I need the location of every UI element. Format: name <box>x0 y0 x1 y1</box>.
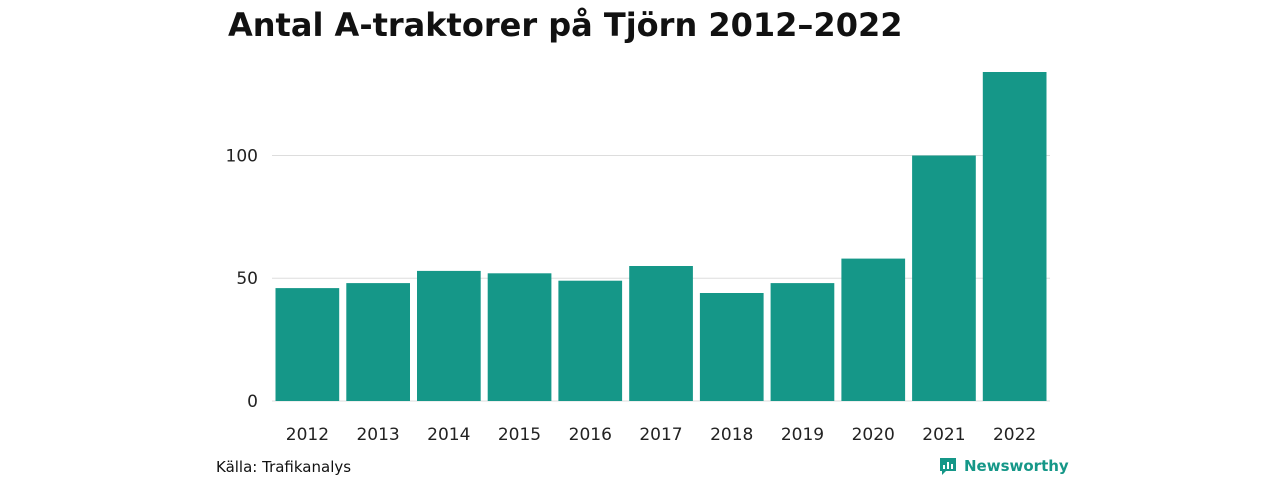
x-tick-label: 2019 <box>781 425 824 445</box>
source-note: Källa: Trafikanalys <box>216 458 352 476</box>
x-tick-label: 2014 <box>427 425 470 445</box>
x-tick-label: 2022 <box>993 425 1036 445</box>
bar-2020 <box>841 258 906 401</box>
bar-2014 <box>417 270 481 401</box>
x-tick-label: 2016 <box>569 425 612 445</box>
bar-2012 <box>275 288 340 401</box>
x-tick-label: 2021 <box>922 425 965 445</box>
y-tick-label: 50 <box>236 269 258 289</box>
x-tick-label: 2020 <box>852 425 895 445</box>
bar-2019 <box>770 283 835 401</box>
brand-name: Newsworthy <box>964 457 1069 475</box>
bars <box>275 72 1047 401</box>
bar-2021 <box>912 155 976 401</box>
x-tick-label: 2015 <box>498 425 541 445</box>
y-axis-ticks: 0 50 100 <box>226 146 258 412</box>
bar-2018 <box>699 293 764 401</box>
x-axis-ticks: 2012 2013 2014 2015 2016 2017 2018 2019 2020 2021… <box>286 425 1036 445</box>
bar-2015 <box>487 273 552 401</box>
x-tick-label: 2018 <box>710 425 753 445</box>
y-tick-label: 0 <box>247 392 258 412</box>
bar-2017 <box>629 266 693 401</box>
y-tick-label: 100 <box>226 146 258 166</box>
newsworthy-logo-icon <box>938 456 958 476</box>
bar-2022 <box>982 72 1047 401</box>
x-tick-label: 2013 <box>356 425 399 445</box>
bar-2016 <box>558 280 623 401</box>
x-tick-label: 2017 <box>639 425 682 445</box>
brand: Newsworthy <box>938 456 1069 476</box>
chart-title: Antal A-traktorer på Tjörn 2012–2022 <box>228 6 903 44</box>
x-tick-label: 2012 <box>286 425 329 445</box>
bar-2013 <box>346 283 410 401</box>
